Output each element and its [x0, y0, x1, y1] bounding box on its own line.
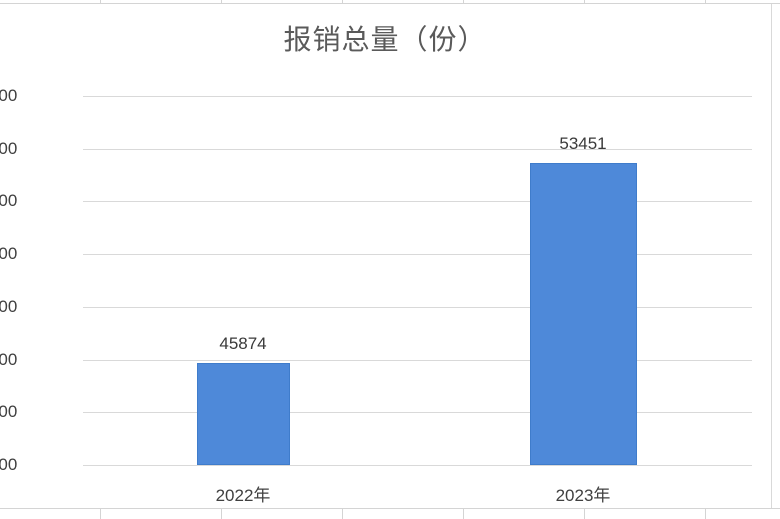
gridline: [83, 360, 752, 361]
gridline: [83, 465, 752, 466]
y-axis-tick-label: 46000: [0, 350, 18, 369]
gridline: [83, 412, 752, 413]
gridline: [83, 149, 752, 150]
plot-area: 56000 54000 52000 50000 48000 46000 4400…: [0, 86, 752, 505]
chart-title: 报销总量（份）: [283, 24, 487, 55]
bar-2022[interactable]: [197, 362, 290, 465]
y-axis-tick-label: 50000: [0, 244, 18, 263]
x-axis-label-2023: 2023年: [555, 486, 611, 505]
spreadsheet-row-border-bottom: [0, 508, 780, 509]
data-label-2023: 53451: [559, 134, 607, 154]
data-label-2022: 45874: [219, 333, 267, 353]
y-axis-tick-label: 54000: [0, 139, 18, 158]
gridline: [83, 201, 752, 202]
spreadsheet-column-tick: [342, 509, 343, 519]
x-axis-label-2022: 2022年: [215, 486, 271, 505]
gridline: [83, 254, 752, 255]
y-axis-tick-label: 44000: [0, 402, 18, 421]
bar-2023[interactable]: [530, 163, 637, 465]
gridline: [83, 96, 752, 97]
spreadsheet-column-tick: [705, 509, 706, 519]
y-axis-tick-label: 52000: [0, 191, 18, 210]
spreadsheet-column-tick: [221, 509, 222, 519]
spreadsheet-column-tick: [584, 509, 585, 519]
y-axis-tick-label: 48000: [0, 297, 18, 316]
chart-container[interactable]: 报销总量（份） 56000 54000 52000 50000 48000 46…: [0, 4, 772, 508]
y-axis-tick-label: 56000: [0, 86, 18, 105]
gridline: [83, 307, 752, 308]
spreadsheet-column-tick: [100, 509, 101, 519]
y-axis-tick-label: 42000: [0, 455, 18, 474]
spreadsheet-column-tick: [463, 509, 464, 519]
